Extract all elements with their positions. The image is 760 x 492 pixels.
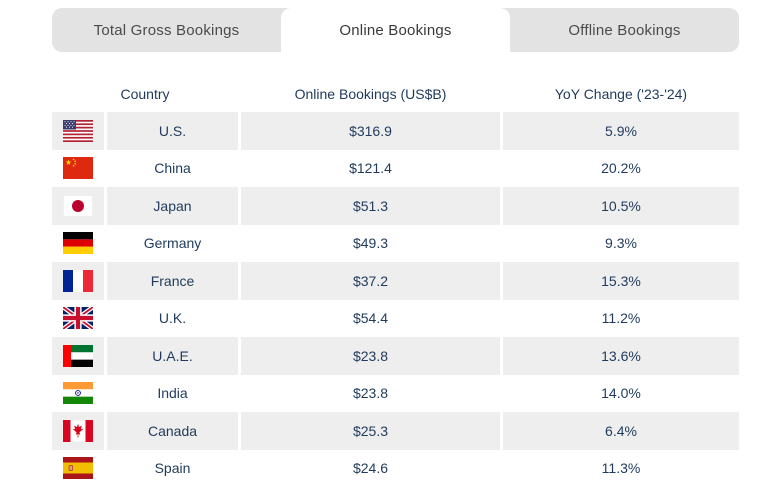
tab-label: Offline Bookings <box>568 21 681 39</box>
country-cell: U.K. <box>158 310 187 327</box>
country-cell: U.A.E. <box>107 337 238 375</box>
flag-cell <box>52 337 104 375</box>
tab-label: Total Gross Bookings <box>93 21 240 39</box>
column-header-country: Country <box>120 85 170 102</box>
online-bookings-cell: $316.9 <box>241 112 500 150</box>
yoy-change-cell: 14.0% <box>601 385 641 402</box>
table-header-row: Country Online Bookings (US$B) YoY Chang… <box>52 75 739 112</box>
table-row: China $121.4 20.2% <box>52 150 739 188</box>
flag-cell <box>52 225 104 263</box>
country-cell: Canada <box>107 412 238 450</box>
uae-flag-icon <box>63 344 93 367</box>
table-row: U.S. $316.9 5.9% <box>52 112 739 150</box>
uk-flag-icon <box>63 307 93 330</box>
france-flag-icon <box>63 269 93 292</box>
tab-online-bookings[interactable]: Online Bookings <box>281 8 510 61</box>
online-bookings-cell: $23.8 <box>352 385 389 402</box>
japan-flag-icon <box>63 194 93 217</box>
table-row: Japan $51.3 10.5% <box>52 187 739 225</box>
tab-total-gross-bookings[interactable]: Total Gross Bookings <box>52 8 281 52</box>
column-header-yoy: YoY Change ('23-'24) <box>554 85 688 102</box>
canada-flag-icon <box>63 419 93 442</box>
country-cell: Spain <box>154 460 191 477</box>
spain-flag-icon <box>63 457 93 480</box>
country-cell: France <box>107 262 238 300</box>
flag-cell <box>52 150 104 188</box>
yoy-change-cell: 11.2% <box>601 310 641 327</box>
india-flag-icon <box>63 382 93 405</box>
country-cell: China <box>154 160 191 177</box>
table-row: Canada $25.3 6.4% <box>52 412 739 450</box>
table-row: France $37.2 15.3% <box>52 262 739 300</box>
flag-cell <box>52 262 104 300</box>
country-cell: Germany <box>143 235 202 252</box>
widget-content: Total Gross Bookings Online Bookings Off… <box>52 8 739 487</box>
country-cell: India <box>157 385 188 402</box>
table-row: U.K. $54.4 11.2% <box>52 300 739 338</box>
bookings-table-body: U.S. $316.9 5.9% China $121.4 20.2% Japa… <box>52 112 739 487</box>
online-bookings-cell: $23.8 <box>241 337 500 375</box>
yoy-change-cell: 6.4% <box>503 412 739 450</box>
online-bookings-cell: $24.6 <box>352 460 389 477</box>
yoy-change-cell: 11.3% <box>601 460 641 477</box>
table-row: U.A.E. $23.8 13.6% <box>52 337 739 375</box>
country-cell: U.S. <box>107 112 238 150</box>
table-row: Germany $49.3 9.3% <box>52 225 739 263</box>
online-bookings-cell: $54.4 <box>352 310 389 327</box>
flag-cell <box>52 187 104 225</box>
flag-cell <box>52 450 104 488</box>
tab-bar: Total Gross Bookings Online Bookings Off… <box>52 8 739 61</box>
online-bookings-cell: $37.2 <box>241 262 500 300</box>
flag-cell <box>52 300 104 338</box>
china-flag-icon <box>63 157 93 180</box>
yoy-change-cell: 9.3% <box>605 235 637 252</box>
tab-offline-bookings[interactable]: Offline Bookings <box>510 8 739 52</box>
table-row: Spain $24.6 11.3% <box>52 450 739 488</box>
germany-flag-icon <box>63 232 93 255</box>
column-header-bookings: Online Bookings (US$B) <box>294 85 447 102</box>
flag-cell <box>52 112 104 150</box>
flag-cell <box>52 412 104 450</box>
yoy-change-cell: 13.6% <box>503 337 739 375</box>
flag-cell <box>52 375 104 413</box>
online-bookings-cell: $25.3 <box>241 412 500 450</box>
yoy-change-cell: 20.2% <box>601 160 641 177</box>
online-bookings-cell: $51.3 <box>241 187 500 225</box>
yoy-change-cell: 5.9% <box>503 112 739 150</box>
online-bookings-cell: $121.4 <box>349 160 392 177</box>
country-cell: Japan <box>107 187 238 225</box>
online-bookings-cell: $49.3 <box>352 235 389 252</box>
us-flag-icon <box>63 119 93 142</box>
yoy-change-cell: 15.3% <box>503 262 739 300</box>
table-row: India $23.8 14.0% <box>52 375 739 413</box>
tab-label: Online Bookings <box>339 21 452 39</box>
yoy-change-cell: 10.5% <box>503 187 739 225</box>
